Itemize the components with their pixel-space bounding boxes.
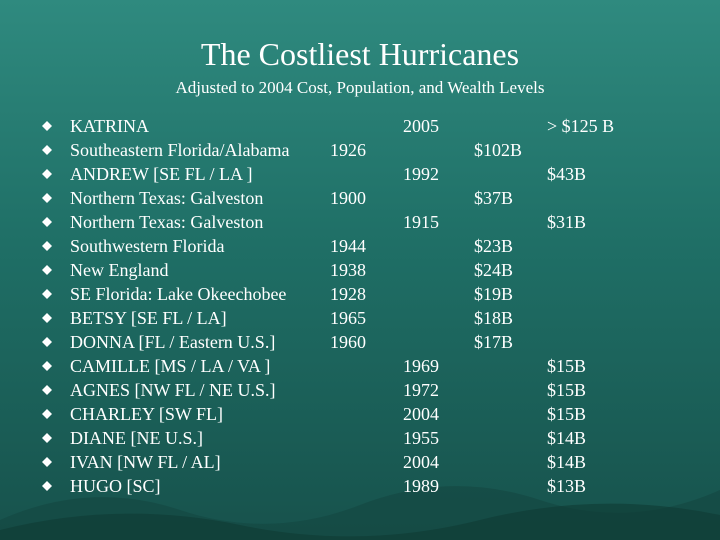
- hurricane-name: CHARLEY [SW FL]: [70, 404, 223, 424]
- year-col2: 2004: [403, 404, 439, 424]
- hurricane-name: Southeastern Florida/Alabama: [70, 140, 290, 160]
- diamond-bullet-icon: [42, 385, 52, 395]
- cost-col2: $15B: [547, 356, 587, 376]
- year-col1: 1938: [330, 260, 366, 280]
- year-col2: 1972: [403, 380, 439, 400]
- cost-col2: $15B: [547, 404, 587, 424]
- hurricane-name: Northern Texas: Galveston: [70, 188, 264, 208]
- diamond-bullet-icon: [42, 313, 52, 323]
- year-col2: 1955: [403, 428, 439, 448]
- diamond-bullet-icon: [42, 337, 52, 347]
- page-subtitle: Adjusted to 2004 Cost, Population, and W…: [175, 78, 545, 97]
- list-item: DIANE [NE U.S.] 1955 $14B: [0, 426, 720, 450]
- diamond-bullet-icon: [42, 241, 52, 251]
- year-col1: 1960: [330, 332, 366, 352]
- cost-col2: > $125 B: [547, 116, 615, 136]
- list-item: IVAN [NW FL / AL] 2004 $14B: [0, 450, 720, 474]
- diamond-bullet-icon: [42, 433, 52, 443]
- cost-col1: $23B: [474, 236, 514, 256]
- year-col2: 2005: [403, 116, 439, 136]
- list-item: Southwestern Florida 1944 $23B: [0, 234, 720, 258]
- diamond-bullet-icon: [42, 217, 52, 227]
- cost-col1: $17B: [474, 332, 514, 352]
- cost-col1: $24B: [474, 260, 514, 280]
- hurricane-name: BETSY [SE FL / LA]: [70, 308, 227, 328]
- list-item: CHARLEY [SW FL] 2004 $15B: [0, 402, 720, 426]
- diamond-bullet-icon: [42, 145, 52, 155]
- list-item: New England 1938 $24B: [0, 258, 720, 282]
- list-item: SE Florida: Lake Okeechobee 1928 $19B: [0, 282, 720, 306]
- page-title: The Costliest Hurricanes: [200, 36, 520, 72]
- cost-col2: $31B: [547, 212, 587, 232]
- diamond-bullet-icon: [42, 457, 52, 467]
- diamond-bullet-icon: [42, 289, 52, 299]
- cost-col1: $18B: [474, 308, 514, 328]
- year-col2: 1915: [403, 212, 439, 232]
- cost-col2: $15B: [547, 380, 587, 400]
- year-col1: 1944: [330, 236, 366, 256]
- year-col1: 1900: [330, 188, 366, 208]
- hurricane-name: New England: [70, 260, 169, 280]
- year-col2: 1992: [403, 164, 439, 184]
- diamond-bullet-icon: [42, 121, 52, 131]
- hurricane-name: Southwestern Florida: [70, 236, 225, 256]
- diamond-bullet-icon: [42, 169, 52, 179]
- list-item: KATRINA 2005 > $125 B: [0, 114, 720, 138]
- hurricane-name: AGNES [NW FL / NE U.S.]: [70, 380, 276, 400]
- diamond-bullet-icon: [42, 193, 52, 203]
- list-item: HUGO [SC] 1989 $13B: [0, 474, 720, 498]
- year-col1: 1965: [330, 308, 366, 328]
- hurricane-name: HUGO [SC]: [70, 476, 161, 496]
- year-col2: 1969: [403, 356, 439, 376]
- cost-col1: $19B: [474, 284, 514, 304]
- list-item: Northern Texas: Galveston 1915 $31B: [0, 210, 720, 234]
- year-col1: 1928: [330, 284, 366, 304]
- hurricane-name: IVAN [NW FL / AL]: [70, 452, 221, 472]
- list-item: Northern Texas: Galveston 1900 $37B: [0, 186, 720, 210]
- cost-col1: $37B: [474, 188, 514, 208]
- hurricane-name: CAMILLE [MS / LA / VA ]: [70, 356, 271, 376]
- cost-col2: $43B: [547, 164, 587, 184]
- hurricane-name: KATRINA: [70, 116, 149, 136]
- list-item: BETSY [SE FL / LA] 1965 $18B: [0, 306, 720, 330]
- hurricane-name: ANDREW [SE FL / LA ]: [70, 164, 253, 184]
- list-item: Southeastern Florida/Alabama 1926 $102B: [0, 138, 720, 162]
- hurricane-name: Northern Texas: Galveston: [70, 212, 264, 232]
- hurricane-name: DONNA [FL / Eastern U.S.]: [70, 332, 276, 352]
- list-item: ANDREW [SE FL / LA ] 1992 $43B: [0, 162, 720, 186]
- hurricane-name: DIANE [NE U.S.]: [70, 428, 203, 448]
- year-col2: 1989: [403, 476, 439, 496]
- hurricane-name: SE Florida: Lake Okeechobee: [70, 284, 287, 304]
- list-item: AGNES [NW FL / NE U.S.] 1972 $15B: [0, 378, 720, 402]
- list-item: DONNA [FL / Eastern U.S.] 1960 $17B: [0, 330, 720, 354]
- cost-col2: $14B: [547, 452, 587, 472]
- year-col2: 2004: [403, 452, 439, 472]
- diamond-bullet-icon: [42, 481, 52, 491]
- diamond-bullet-icon: [42, 265, 52, 275]
- cost-col2: $14B: [547, 428, 587, 448]
- cost-col1: $102B: [474, 140, 523, 160]
- diamond-bullet-icon: [42, 361, 52, 371]
- diamond-bullet-icon: [42, 409, 52, 419]
- cost-col2: $13B: [547, 476, 587, 496]
- year-col1: 1926: [330, 140, 366, 160]
- list-item: CAMILLE [MS / LA / VA ] 1969 $15B: [0, 354, 720, 378]
